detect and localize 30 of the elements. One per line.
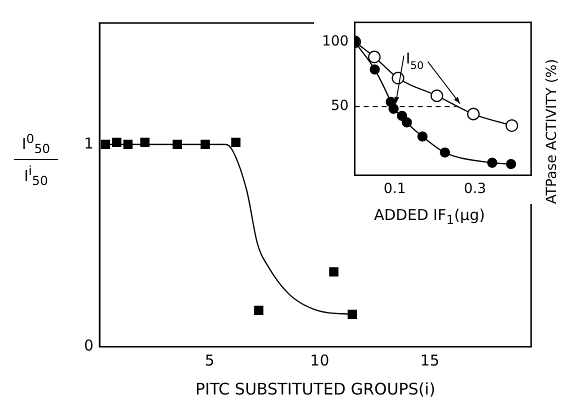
y-tick-label: 1 xyxy=(84,134,94,152)
point xyxy=(368,50,381,64)
point xyxy=(487,158,498,168)
x-axis-title: ADDED IF$_{1}$(μg) xyxy=(374,206,485,227)
point xyxy=(200,140,210,150)
point xyxy=(430,90,444,102)
x-axis-title: PITC SUBSTITUTED GROUPS(i) xyxy=(195,380,436,399)
point xyxy=(388,104,399,114)
x-tick-label: 0.3 xyxy=(464,181,486,198)
point xyxy=(467,108,480,120)
point xyxy=(440,147,450,158)
point xyxy=(417,131,428,142)
x-tick-label: 10 xyxy=(310,352,330,370)
y-tick-label: 100 xyxy=(322,33,349,50)
x-tick-label: 5 xyxy=(204,352,214,370)
point xyxy=(370,64,380,75)
x-tick-label: 0.1 xyxy=(384,181,406,198)
x-tick-label: 15 xyxy=(420,352,440,370)
point xyxy=(402,117,412,128)
point xyxy=(254,306,264,316)
y-tick-label: 50 xyxy=(330,98,349,114)
point xyxy=(506,119,518,132)
point xyxy=(231,138,240,148)
point xyxy=(506,158,516,170)
point xyxy=(329,267,338,277)
y-tick-label: 0 xyxy=(84,336,94,355)
point xyxy=(348,310,357,320)
point xyxy=(172,140,182,150)
point xyxy=(112,138,122,148)
y-axis-title: ATPase ACTIVITY (%) xyxy=(544,58,560,204)
